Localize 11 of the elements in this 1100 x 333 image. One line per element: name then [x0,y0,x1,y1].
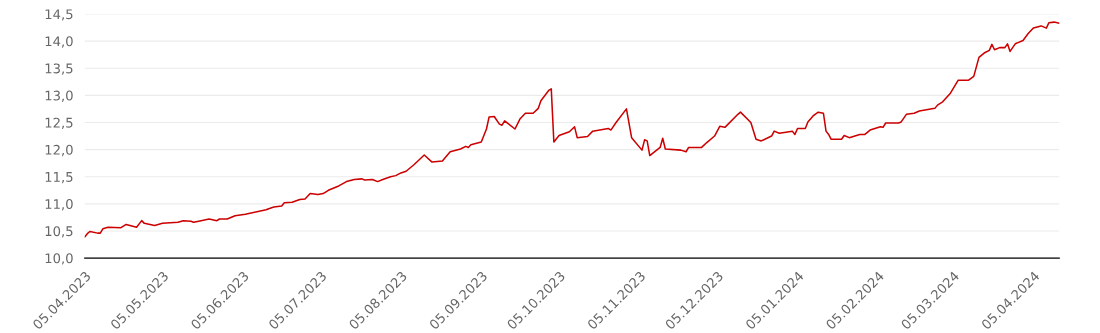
y-tick-label: 12,0 [45,144,73,157]
y-tick-label: 10,0 [45,253,73,265]
y-tick-label: 11,5 [45,172,73,184]
y-tick-label: 12,5 [45,117,73,130]
y-tick-label: 14,0 [45,36,73,48]
line-series [84,21,1060,238]
y-tick-label: 14,5 [45,9,73,21]
y-tick-label: 10,5 [45,226,73,238]
y-tick-label: 13,0 [45,90,73,102]
y-tick-label: 11,0 [45,199,73,211]
y-tick-label: 13,5 [45,63,73,75]
